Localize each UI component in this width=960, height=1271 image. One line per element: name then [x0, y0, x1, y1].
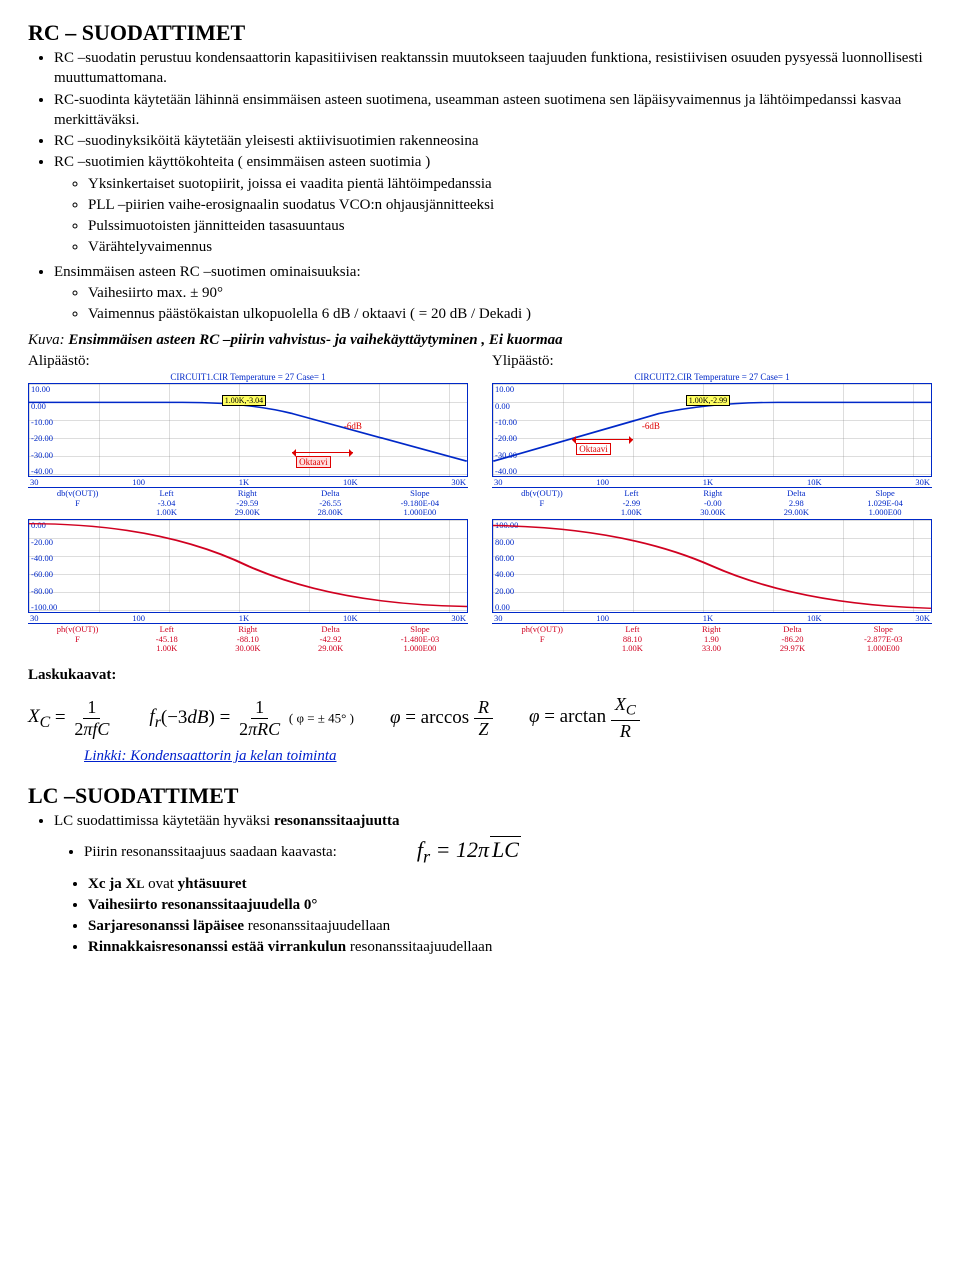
- rc-item: RC-suodinta käytetään lähinnä ensimmäise…: [54, 90, 932, 131]
- highpass-label: Ylipäästö:: [492, 353, 932, 370]
- figure-caption: Kuva: Ensimmäisen asteen RC –piirin vahv…: [28, 332, 932, 349]
- resonance-formula: fr = 12πLC: [417, 837, 521, 867]
- lc-subitem: Piirin resonanssitaajuus saadaan kaavast…: [84, 842, 337, 862]
- rc-list: RC –suodatin perustuu kondensaattorin ka…: [28, 48, 932, 324]
- lc-subitem: Xc ja XL ovat yhtäsuuret: [88, 874, 932, 894]
- highpass-phase-stats: ph(v(OUT))F Left88.101.00K Right1.9033.0…: [492, 623, 932, 653]
- rc-subitem: Yksinkertaiset suotopiirit, joissa ei va…: [88, 174, 932, 194]
- lc-title: LC –SUODATTIMET: [28, 783, 932, 809]
- lc-subitem: Sarjaresonanssi läpäisee resonanssitaaju…: [88, 916, 932, 936]
- rc-item: Ensimmäisen asteen RC –suotimen ominaisu…: [54, 262, 932, 325]
- capacitor-link[interactable]: Linkki: Kondensaattorin ja kelan toimint…: [84, 748, 336, 764]
- rc-subitem: Vaihesiirto max. ± 90°: [88, 283, 932, 303]
- lowpass-mag-stats: db(v(OUT))F Left-3.041.00K Right-29.5929…: [28, 487, 468, 517]
- rc-item: RC –suodatin perustuu kondensaattorin ka…: [54, 48, 932, 89]
- rc-subitem: Värähtelyvaimennus: [88, 237, 932, 257]
- highpass-chart: CIRCUIT2.CIR Temperature = 27 Case= 1 10…: [492, 372, 932, 653]
- lc-item: LC suodattimissa käytetään hyväksi reson…: [54, 811, 932, 831]
- rc-item: RC –suodinyksiköitä käytetään yleisesti …: [54, 131, 932, 151]
- rc-subitem: PLL –piirien vaihe-erosignaalin suodatus…: [88, 195, 932, 215]
- lc-subitem: Vaihesiirto resonanssitaajuudella 0°: [88, 895, 932, 915]
- highpass-mag-stats: db(v(OUT))F Left-2.991.00K Right-0.0030.…: [492, 487, 932, 517]
- lowpass-label: Alipäästö:: [28, 353, 468, 370]
- formula-heading: Laskukaavat:: [28, 667, 932, 684]
- rc-item: RC –suotimien käyttökohteita ( ensimmäis…: [54, 152, 932, 257]
- lowpass-phase-stats: ph(v(OUT))F Left-45.181.00K Right-88.103…: [28, 623, 468, 653]
- lowpass-chart: CIRCUIT1.CIR Temperature = 27 Case= 1 10…: [28, 372, 468, 653]
- rc-title: RC – SUODATTIMET: [28, 20, 932, 46]
- rc-subitem: Pulssimuotoisten jännitteiden tasasuunta…: [88, 216, 932, 236]
- rc-subitem: Vaimennus päästökaistan ulkopuolella 6 d…: [88, 304, 932, 324]
- lc-subitem: Rinnakkaisresonanssi estää virrankulun r…: [88, 937, 932, 957]
- formula-row: XC = 12πfC fr(−3dB) = 12πRC ( φ = ± 45° …: [28, 694, 932, 742]
- lc-list: LC suodattimissa käytetään hyväksi reson…: [28, 811, 932, 831]
